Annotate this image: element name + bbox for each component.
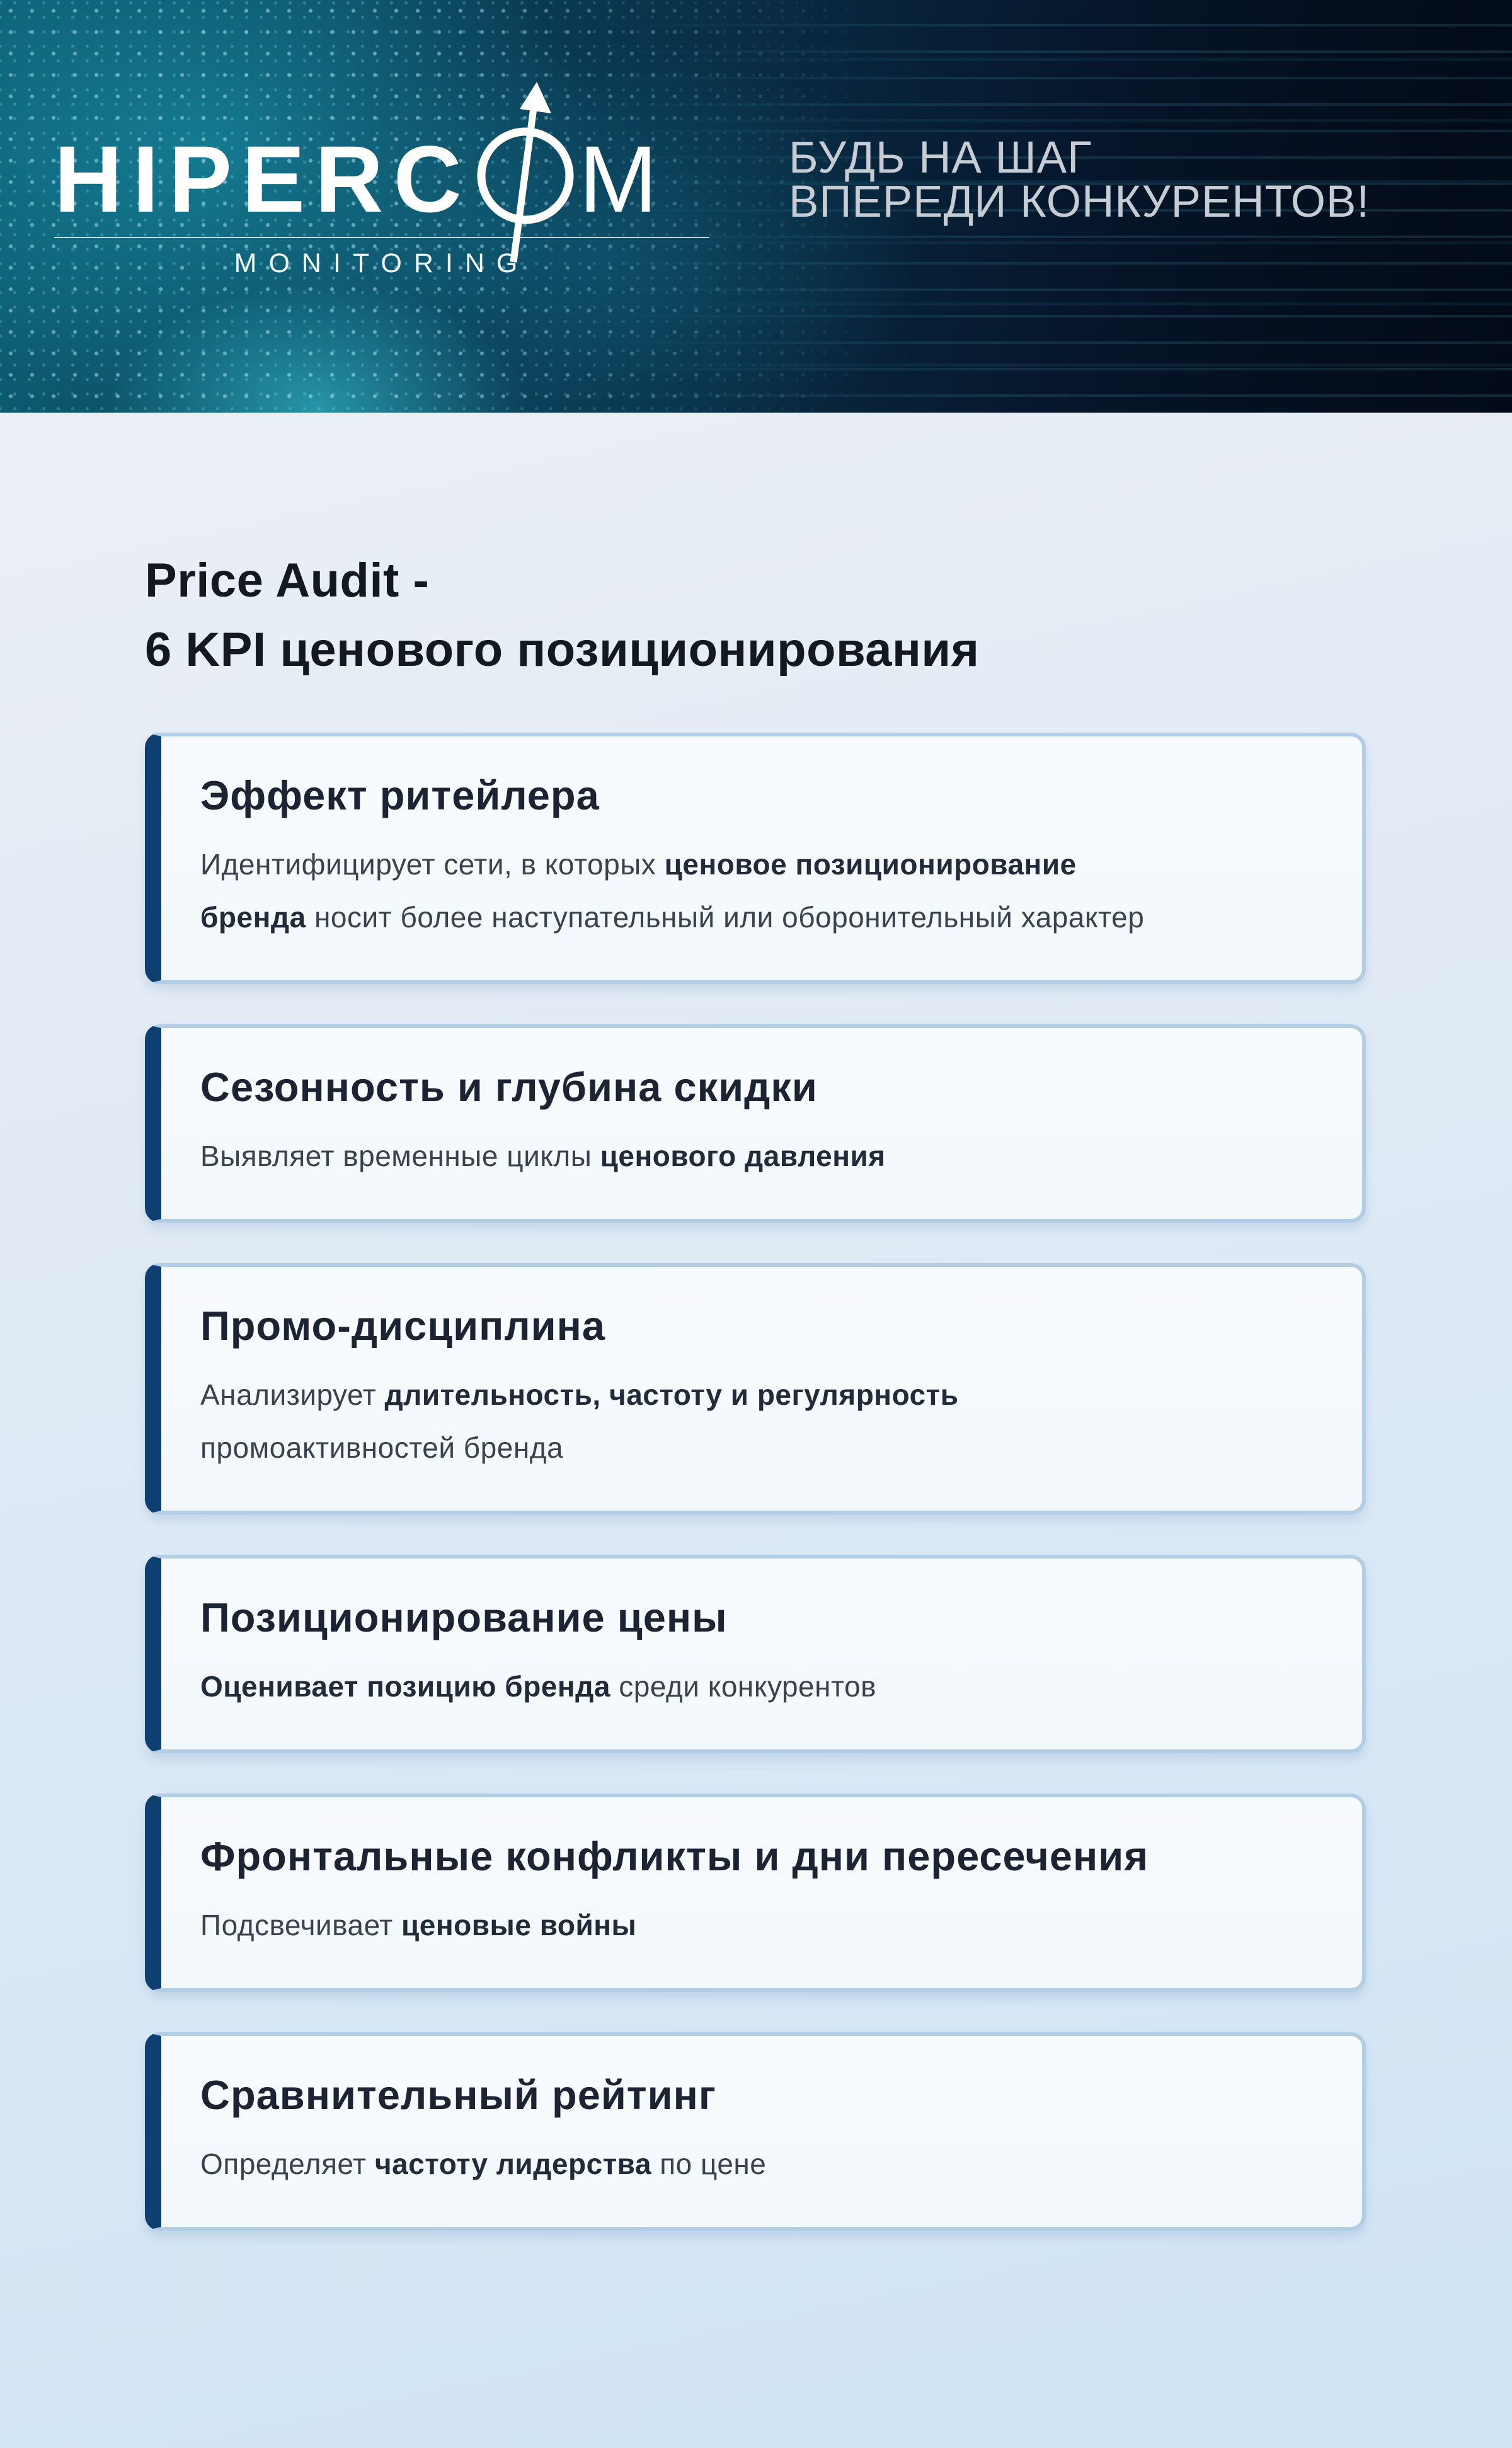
description-bold-text: частоту лидерства (374, 2148, 651, 2180)
kpi-card-description: Анализирует длительность, частоту и регу… (200, 1368, 1324, 1474)
description-text: Определяет (200, 2148, 375, 2180)
kpi-card-title: Сравнительный рейтинг (200, 2072, 716, 2118)
circuit-dots-decoration (0, 0, 877, 413)
description-bold-text: длительность, частоту и регулярность (384, 1378, 959, 1411)
logo-divider-line (54, 237, 709, 238)
kpi-card: Фронтальные конфликты и дни пересечения … (145, 1793, 1366, 1992)
arrow-through-o-icon (477, 82, 574, 263)
hipercom-logo: HIPERC M MONITORING (54, 82, 709, 279)
kpi-card-description: Идентифицирует сети, в которых ценовое п… (200, 838, 1324, 944)
kpi-card-title: Позиционирование цены (200, 1594, 728, 1640)
kpi-card: Сравнительный рейтинг Определяет частоту… (145, 2032, 1366, 2231)
kpi-card-list: Эффект ритейлера Идентифицирует сети, в … (145, 733, 1366, 2231)
kpi-card-title: Эффект ритейлера (200, 772, 600, 818)
description-text: среди конкурентов (610, 1670, 877, 1703)
description-text: промоактивностей бренда (200, 1431, 564, 1464)
description-text: по цене (651, 2148, 767, 2180)
tagline-line2: ВПЕРЕДИ КОНКУРЕНТОВ! (789, 177, 1370, 227)
page-title-line1: Price Audit - (145, 554, 430, 607)
page-title-line2: 6 KPI ценового позиционирования (145, 623, 980, 677)
kpi-card-title: Фронтальные конфликты и дни пересечения (200, 1833, 1149, 1879)
data-streaks-decoration (575, 0, 1512, 413)
description-bold-text: ценового давления (600, 1140, 886, 1172)
description-bold-text: бренда (200, 901, 306, 934)
kpi-card-description: Выявляет временные циклы ценового давлен… (200, 1130, 1324, 1182)
kpi-card: Сезонность и глубина скидки Выявляет вре… (145, 1024, 1366, 1223)
kpi-card-title: Сезонность и глубина скидки (200, 1064, 818, 1110)
tagline-line1: БУДЬ НА ШАГ (789, 133, 1092, 183)
description-text: Идентифицирует сети, в которых (200, 848, 665, 881)
description-text: Выявляет временные циклы (200, 1140, 600, 1172)
hero-banner: HIPERC M MONITORING БУДЬ НА ШАГ ВПЕРЕДИ … (0, 0, 1512, 413)
logo-subtitle: MONITORING (234, 248, 530, 278)
description-bold-text: Оценивает позицию бренда (200, 1670, 610, 1703)
logo-text-end: M (578, 126, 668, 232)
kpi-card: Промо-дисциплина Анализирует длительност… (145, 1263, 1366, 1514)
kpi-card: Позиционирование цены Оценивает позицию … (145, 1555, 1366, 1753)
description-text: Анализирует (200, 1378, 385, 1411)
kpi-card-description: Оценивает позицию бренда среди конкурент… (200, 1660, 1324, 1713)
kpi-card: Эффект ритейлера Идентифицирует сети, в … (145, 733, 1366, 984)
kpi-card-title: Промо-дисциплина (200, 1303, 606, 1349)
page-title: Price Audit - 6 KPI ценового позициониро… (145, 546, 1366, 685)
description-bold-text: ценовое позиционирование (664, 848, 1077, 881)
description-text: носит более наступательный или обороните… (306, 901, 1145, 934)
kpi-card-description: Определяет частоту лидерства по цене (200, 2137, 1324, 2190)
main-content: Price Audit - 6 KPI ценового позициониро… (0, 413, 1512, 2231)
logo-text-start: HIPERC (54, 126, 472, 232)
description-text: Подсвечивает (200, 1909, 402, 1942)
header-tagline: БУДЬ НА ШАГ ВПЕРЕДИ КОНКУРЕНТОВ! (789, 133, 1370, 227)
kpi-card-description: Подсвечивает ценовые войны (200, 1899, 1324, 1952)
logo-wordmark: HIPERC M (54, 82, 709, 263)
description-bold-text: ценовые войны (401, 1909, 637, 1942)
